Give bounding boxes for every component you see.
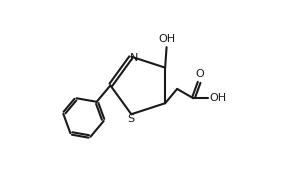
Text: N: N xyxy=(130,53,139,63)
Text: OH: OH xyxy=(158,34,175,44)
Text: O: O xyxy=(195,69,204,79)
Text: OH: OH xyxy=(209,93,227,103)
Text: S: S xyxy=(128,114,135,124)
